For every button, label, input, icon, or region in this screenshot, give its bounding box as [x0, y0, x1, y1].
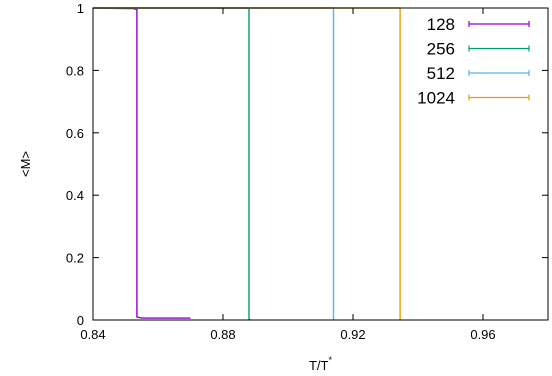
y-tick-label: 0.2 — [66, 251, 84, 266]
series-line-1024 — [93, 7, 401, 320]
y-tick-label: 0.8 — [66, 63, 84, 78]
legend-label: 512 — [427, 64, 455, 83]
x-tick-label: 0.96 — [470, 327, 495, 342]
legend-item-512: 512 — [427, 64, 530, 83]
x-tick-label: 0.92 — [340, 327, 365, 342]
x-axis-title-superscript: * — [328, 355, 332, 365]
y-tick-label: 0.4 — [66, 188, 84, 203]
y-tick-label: 1 — [77, 1, 84, 16]
legend-label: 1024 — [417, 89, 455, 108]
x-tick-label: 0.84 — [80, 327, 105, 342]
plot-frame — [92, 7, 549, 321]
legend-item-256: 256 — [427, 40, 530, 59]
legend: 128 256 512 1024 — [417, 15, 530, 108]
legend-item-1024: 1024 — [417, 89, 530, 108]
series-layer — [92, 7, 401, 321]
series-line-128 — [92, 7, 191, 319]
x-axis-title: T/T* — [309, 355, 333, 373]
legend-label: 128 — [427, 15, 455, 34]
x-axis-title-main: T/T — [309, 358, 329, 373]
series-line-512 — [93, 7, 335, 320]
x-tick-label: 0.88 — [210, 327, 235, 342]
y-axis-title: <M> — [18, 151, 33, 177]
series-line-256 — [93, 7, 251, 321]
y-axis: 0 0.2 0.4 0.6 0.8 1 — [66, 1, 548, 328]
legend-label: 256 — [427, 40, 455, 59]
y-tick-label: 0.6 — [66, 126, 84, 141]
y-tick-label: 0 — [77, 313, 84, 328]
x-axis: 0.84 0.88 0.92 0.96 — [80, 8, 496, 342]
legend-item-128: 128 — [427, 15, 530, 34]
